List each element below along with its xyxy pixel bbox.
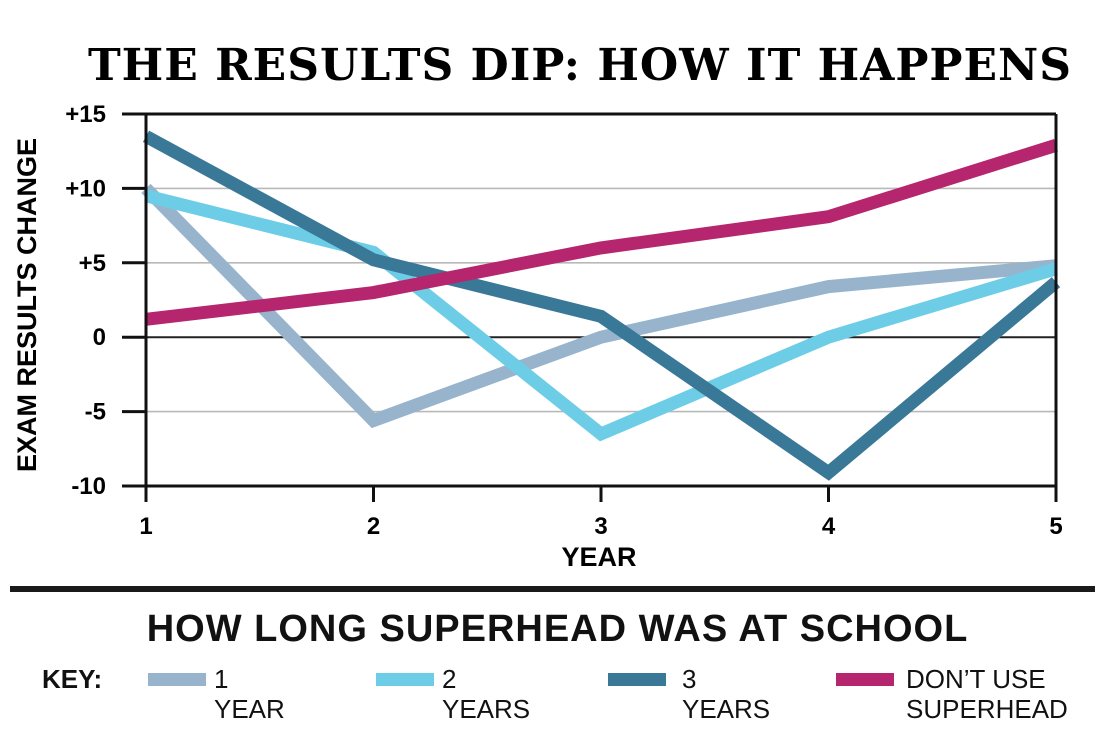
x-tick-label: 5 <box>1049 513 1062 540</box>
divider <box>10 586 1095 592</box>
legend-title: HOW LONG SUPERHEAD WAS AT SCHOOL <box>146 608 969 650</box>
legend-label: 3 YEARS <box>682 664 771 724</box>
legend-swatch <box>148 673 206 686</box>
legend-label: 1 YEAR <box>214 664 285 724</box>
x-tick-label: 3 <box>594 513 607 540</box>
axes <box>122 112 1058 502</box>
x-tick-label: 2 <box>367 513 380 540</box>
series-line-3 <box>142 130 1061 481</box>
series-line-1 <box>141 183 1057 429</box>
legend-swatch <box>376 673 434 686</box>
legend-label: 2 YEARS <box>442 664 531 724</box>
y-tick-label: +5 <box>79 250 106 277</box>
legend-swatch <box>608 673 666 686</box>
y-tick-label: 0 <box>93 324 106 351</box>
x-tick-label: 1 <box>139 513 152 540</box>
line-chart: THE RESULTS DIP: HOW IT HAPPENS +15 +10 +5… <box>12 40 1072 572</box>
y-tick-label: +10 <box>65 175 106 202</box>
y-tick-label: -10 <box>71 473 106 500</box>
legend-key-label: KEY: <box>42 664 103 694</box>
x-axis-label: YEAR <box>561 542 636 572</box>
tick-labels: +15 +10 +5 0 -5 -10 1 2 3 4 5 <box>65 101 1062 540</box>
series-line-4 <box>145 139 1058 326</box>
series-lines <box>141 130 1061 481</box>
y-tick-label: -5 <box>85 399 106 426</box>
legend-swatch <box>836 673 894 686</box>
legend-label: DON’T USE SUPERHEAD <box>906 664 1068 724</box>
series-line-2 <box>144 189 1058 442</box>
legend: KEY: 1 YEAR 2 YEARS 3 YEARS DON’T USE SU… <box>0 664 1115 734</box>
y-tick-label: +15 <box>65 101 106 128</box>
x-tick-label: 4 <box>822 513 836 540</box>
y-axis-label: EXAM RESULTS CHANGE <box>12 138 42 472</box>
chart-title: THE RESULTS DIP: HOW IT HAPPENS <box>88 40 1072 91</box>
